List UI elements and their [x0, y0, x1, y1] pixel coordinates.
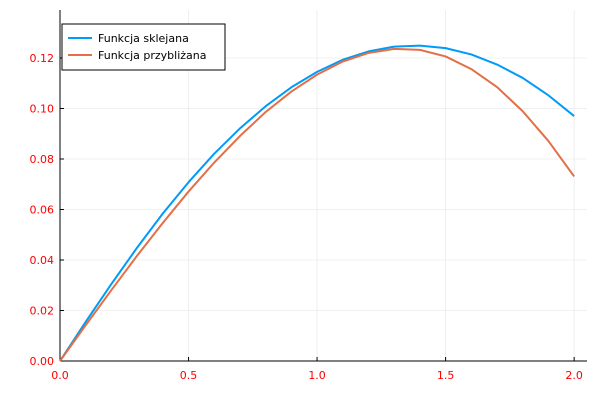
y-tick-label: 0.10 [30, 102, 55, 115]
x-tick-label: 1.0 [308, 369, 326, 382]
series-2-point [290, 91, 292, 93]
series-2-point [470, 68, 472, 70]
series-1-point [265, 105, 267, 107]
x-tick-label: 2.0 [565, 369, 583, 382]
axes: 0.0 0.5 1.0 1.5 2.0 0.00 0.02 0.04 0.06 0.08 0.10 0… [30, 10, 587, 382]
legend-label-2: Funkcja przybliżana [98, 49, 207, 62]
x-tick-label: 0.5 [180, 369, 198, 382]
series-line-1 [59, 44, 575, 362]
series-2-point [188, 191, 190, 193]
series-2-point [547, 140, 549, 142]
series-1-point [290, 86, 292, 88]
series-2-point [213, 162, 215, 164]
grid-lines [59, 10, 587, 362]
y-tick-label: 0.06 [30, 203, 55, 216]
legend-box [61, 23, 226, 71]
y-tick-label: 0.02 [30, 304, 55, 317]
series-2-point [419, 49, 421, 51]
x-tick-label: 1.5 [437, 369, 455, 382]
series-1-point [110, 283, 112, 285]
series-2-point [573, 175, 575, 177]
series-1-point [316, 71, 318, 73]
series-2-point [59, 360, 61, 362]
series-1-point [445, 47, 447, 49]
x-tick-label: 0.0 [51, 369, 69, 382]
y-tick-label: 0.12 [30, 52, 55, 65]
series-2-point [110, 289, 112, 291]
series-1-point [393, 46, 395, 48]
series-2-point [239, 135, 241, 137]
legend-label-1: Funkcja sklejana [98, 32, 189, 45]
series-2-point [342, 61, 344, 63]
series-2-point [265, 111, 267, 113]
series-1-point [188, 181, 190, 183]
series-2-point [136, 255, 138, 257]
series-2-point [85, 324, 87, 326]
series-1-point [496, 64, 498, 66]
legend: Funkcja sklejana Funkcja przybliżana [61, 23, 226, 71]
series-2-point [393, 48, 395, 50]
series-1-point [419, 45, 421, 47]
series-2-point [445, 55, 447, 57]
series-1-point [547, 94, 549, 96]
series-1-point [470, 53, 472, 55]
series-1-point [136, 247, 138, 249]
series-2-point [316, 74, 318, 76]
series-1-point [239, 127, 241, 129]
series-2-point [162, 222, 164, 224]
series-2-point [496, 86, 498, 88]
series-1-point [522, 77, 524, 79]
series-2-point [522, 110, 524, 112]
series-2-point [367, 52, 369, 54]
y-tick-label: 0.00 [30, 355, 55, 368]
series-layer [59, 44, 575, 362]
series-1-point [573, 115, 575, 117]
series-line-2 [59, 47, 575, 362]
series-1-point [213, 153, 215, 155]
series-1-point [162, 213, 164, 215]
y-tick-label: 0.04 [30, 254, 55, 267]
y-tick-label: 0.08 [30, 153, 55, 166]
